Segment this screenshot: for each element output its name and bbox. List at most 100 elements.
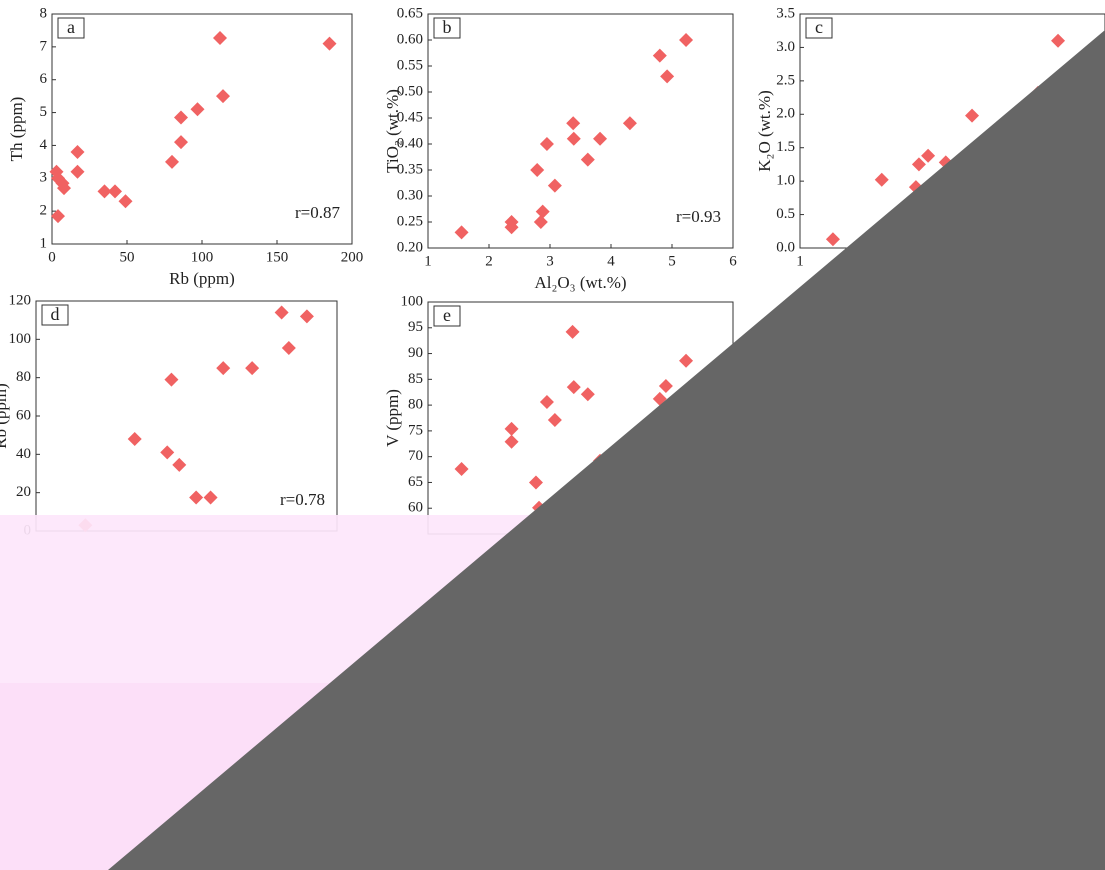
point [921, 149, 935, 163]
panel-label: b [443, 17, 452, 37]
y-tick-label: 95 [408, 319, 423, 335]
y-axis-label: Rb (ppm) [0, 383, 10, 449]
y-tick-label: 0.0 [776, 239, 795, 255]
y-axis-label: V (ppm) [383, 389, 402, 447]
y-tick-label: 20 [16, 484, 31, 500]
y-tick-label: 1.0 [776, 173, 795, 189]
x-tick-label: 2 [485, 253, 493, 269]
panel-label: e [443, 305, 451, 325]
point [826, 232, 840, 246]
point [323, 37, 337, 51]
point [172, 458, 186, 472]
point [530, 163, 544, 177]
point [567, 380, 581, 394]
y-tick-label: 3.0 [776, 39, 795, 55]
point [189, 490, 203, 504]
x-tick-label: 6 [729, 253, 737, 269]
y-tick-label: 80 [408, 397, 423, 413]
figure: 12345678050100150200Rb (ppm)Th (ppm)ar=0… [0, 0, 1105, 870]
x-axis-label: Al₂O₃ (wt.%) [534, 273, 626, 292]
point [875, 173, 889, 187]
point [581, 153, 595, 167]
point [216, 361, 230, 375]
y-axis-label: K₂O (wt.%) [755, 90, 774, 171]
point [529, 475, 543, 489]
point [593, 132, 607, 146]
point [213, 31, 227, 45]
point [660, 69, 674, 83]
point [165, 155, 179, 169]
y-tick-label: 0.60 [397, 31, 423, 47]
y-tick-label: 60 [16, 407, 31, 423]
point [455, 462, 469, 476]
x-tick-label: 1 [796, 253, 804, 269]
annotation: r=0.93 [676, 207, 721, 226]
point [679, 354, 693, 368]
panel-label: c [815, 17, 823, 37]
point [505, 422, 519, 436]
point [300, 309, 314, 323]
point [540, 137, 554, 151]
y-tick-label: 0.25 [397, 213, 423, 229]
point [455, 225, 469, 239]
x-tick-label: 0 [48, 249, 56, 265]
y-tick-label: 7 [40, 38, 48, 54]
point [108, 184, 122, 198]
point [581, 387, 595, 401]
x-tick-label: 150 [266, 249, 289, 265]
point [534, 215, 548, 229]
y-tick-label: 0.5 [776, 206, 795, 222]
y-tick-label: 2.5 [776, 72, 795, 88]
y-tick-label: 2 [40, 203, 48, 219]
panel-label: a [67, 17, 75, 37]
y-tick-label: 1.5 [776, 139, 795, 155]
y-tick-label: 6 [40, 71, 48, 87]
point [71, 165, 85, 179]
y-axis-label: TiO₂ (wt.%) [383, 89, 402, 173]
x-tick-label: 5 [668, 253, 676, 269]
point [505, 435, 519, 449]
point [245, 361, 259, 375]
y-axis-label: Th (ppm) [7, 97, 26, 162]
point [160, 445, 174, 459]
point [204, 490, 218, 504]
panel-label: d [51, 304, 60, 324]
y-tick-label: 90 [408, 345, 423, 361]
point [548, 179, 562, 193]
point [128, 432, 142, 446]
point [548, 413, 562, 427]
y-tick-label: 8 [40, 5, 48, 21]
point [216, 89, 230, 103]
y-tick-label: 0.55 [397, 57, 423, 73]
y-tick-label: 3.5 [776, 5, 795, 21]
point [119, 194, 133, 208]
x-tick-label: 1 [424, 253, 432, 269]
point [71, 145, 85, 159]
x-tick-label: 4 [607, 253, 615, 269]
point [174, 135, 188, 149]
y-tick-label: 3 [40, 170, 48, 186]
y-tick-label: 60 [408, 500, 423, 516]
y-tick-label: 65 [408, 474, 423, 490]
y-tick-label: 80 [16, 369, 31, 385]
annotation: r=0.87 [295, 203, 340, 222]
point [659, 379, 673, 393]
y-tick-label: 100 [401, 293, 424, 309]
point [174, 111, 188, 125]
y-tick-label: 70 [408, 448, 423, 464]
point [623, 116, 637, 130]
point [1051, 34, 1065, 48]
point [275, 306, 289, 320]
point [566, 116, 580, 130]
y-tick-label: 40 [16, 446, 31, 462]
x-axis-label: Rb (ppm) [169, 269, 235, 288]
annotation: r=0.78 [280, 490, 325, 509]
y-tick-label: 2.0 [776, 106, 795, 122]
point [282, 341, 296, 355]
y-tick-label: 1 [40, 235, 48, 251]
point [536, 205, 550, 219]
y-tick-label: 100 [9, 331, 32, 347]
point [566, 325, 580, 339]
x-tick-label: 200 [341, 249, 364, 265]
point [164, 373, 178, 387]
